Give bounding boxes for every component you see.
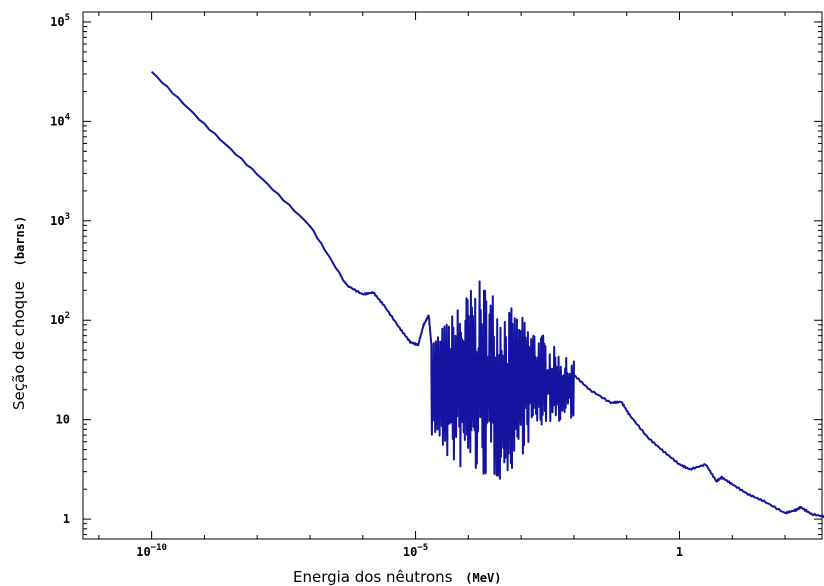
y-tick-label: 105 — [50, 13, 70, 29]
y-tick-label: 102 — [50, 311, 70, 327]
y-tick-label: 104 — [50, 112, 70, 128]
y-axis-label: Seção de choque — [10, 281, 28, 410]
y-tick-label: 1 — [63, 512, 70, 526]
series-layer — [150, 70, 824, 519]
x-tick-label: 1 — [676, 545, 683, 559]
y-tick-label: 103 — [50, 212, 70, 228]
x-axis-ticks: 10−10 10−5 1 — [98, 12, 786, 559]
y-axis-unit: (barns) — [13, 216, 27, 267]
y-tick-label: 10 — [56, 413, 70, 427]
cross-section-series-line — [150, 70, 824, 519]
x-axis-title: Energia dos nêutrons (MeV) — [293, 568, 501, 586]
x-tick-label: 10−5 — [403, 543, 428, 559]
x-tick-label: 10−10 — [136, 543, 167, 559]
x-axis-unit: (MeV) — [465, 571, 501, 585]
x-axis-label: Energia dos nêutrons — [293, 568, 453, 586]
y-axis-title: Seção de choque (barns) — [10, 216, 28, 410]
plot-frame — [82, 11, 823, 540]
